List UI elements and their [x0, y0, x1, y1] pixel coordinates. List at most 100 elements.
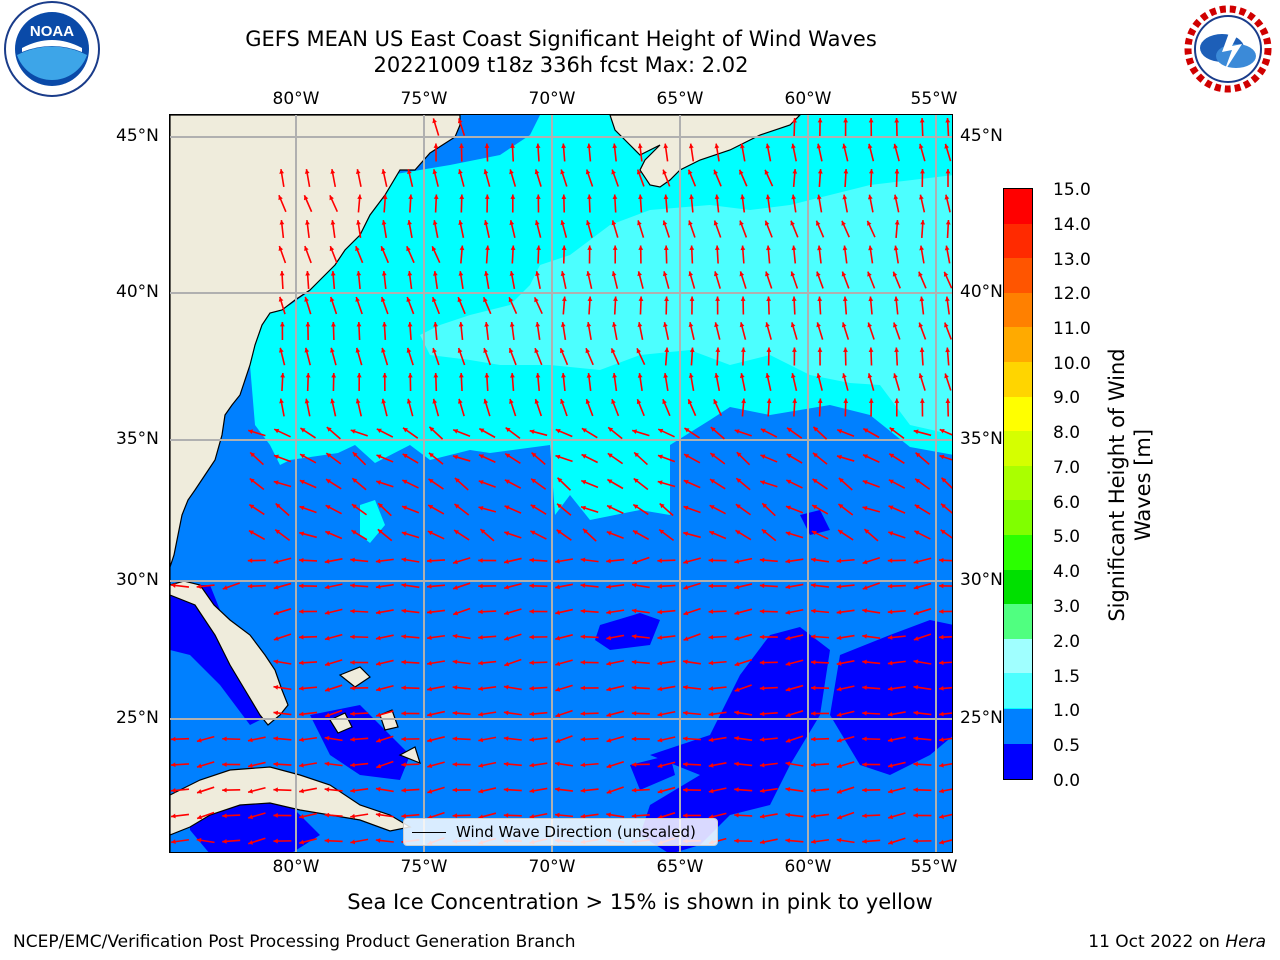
wave-direction-arrowhead — [376, 480, 382, 485]
wave-direction-arrowhead — [612, 245, 618, 250]
wave-direction-arrowhead — [787, 427, 792, 433]
wave-direction-arrowhead — [815, 220, 821, 226]
wave-direction-arrowhead — [940, 529, 946, 535]
wave-direction-arrowhead — [350, 839, 356, 845]
wave-direction-arrowhead — [222, 585, 228, 590]
wave-direction-arrowhead — [356, 220, 361, 225]
wave-direction-arrowhead — [813, 426, 819, 432]
wave-direction-arrowhead — [945, 118, 951, 123]
wave-direction-arrowhead — [171, 762, 176, 768]
wind-wave-arrows — [170, 117, 952, 845]
wave-direction-arrowhead — [427, 712, 433, 717]
wave-direction-arrowhead — [273, 684, 279, 690]
wave-direction-arrowhead — [785, 531, 791, 536]
wave-direction-arrowhead — [913, 429, 919, 435]
wave-direction-arrowhead — [759, 813, 765, 819]
lat-label-right: 35°N — [960, 429, 1003, 449]
wave-direction-arrowhead — [710, 427, 716, 432]
wave-direction-arrowhead — [734, 761, 739, 767]
wave-direction-arrowhead — [478, 609, 483, 615]
wave-direction-arrowhead — [453, 610, 459, 616]
wave-direction-arrowhead — [376, 712, 382, 718]
wave-direction-arrowhead — [556, 529, 562, 535]
wave-direction-arrowhead — [356, 271, 362, 276]
wave-direction-arrowhead — [531, 452, 537, 458]
wave-direction-arrowhead — [580, 711, 586, 717]
wave-direction-arrowhead — [376, 763, 382, 769]
wave-direction-arrowhead — [867, 373, 873, 379]
wave-direction-arrowhead — [688, 143, 694, 149]
wave-direction-arrowhead — [585, 348, 590, 354]
wave-direction-arrowhead — [325, 505, 331, 510]
lat-label-right: 40°N — [960, 282, 1003, 302]
wave-direction-arrowhead — [324, 735, 330, 741]
wave-direction-arrowhead — [555, 610, 561, 615]
wave-direction-arrowhead — [432, 220, 438, 225]
wave-direction-arrowhead — [606, 558, 611, 564]
wave-direction-arrowhead — [611, 220, 617, 226]
wave-direction-arrowhead — [273, 736, 279, 741]
chart-title: GEFS MEAN US East Coast Significant Heig… — [245, 27, 877, 51]
wave-direction-arrowhead — [273, 813, 278, 818]
wave-direction-arrowhead — [197, 789, 202, 794]
wave-direction-arrowhead — [836, 763, 842, 769]
wave-direction-arrowhead — [222, 813, 227, 819]
wave-direction-arrowhead — [708, 737, 714, 743]
wave-direction-arrowhead — [586, 143, 592, 149]
lat-label-left: 25°N — [116, 708, 159, 728]
wave-direction-arrowhead — [587, 194, 592, 199]
colorbar-segment — [1004, 223, 1032, 259]
wave-direction-arrowhead — [759, 634, 765, 640]
wave-direction-arrowhead — [504, 531, 510, 536]
wave-direction-arrowhead — [452, 787, 457, 793]
wave-direction-arrowhead — [483, 348, 488, 353]
wave-direction-arrowhead — [817, 347, 823, 352]
wave-direction-arrowhead — [458, 373, 464, 378]
wave-direction-arrowhead — [504, 479, 510, 484]
lon-label-top: 80°W — [272, 89, 320, 109]
wave-direction-arrowhead — [274, 428, 280, 434]
wave-direction-arrowhead — [275, 503, 281, 509]
wave-direction-arrowhead — [529, 429, 535, 435]
wave-direction-arrowhead — [708, 763, 714, 768]
wave-direction-arrowhead — [734, 787, 739, 793]
wave-direction-arrowhead — [688, 169, 693, 175]
colorbar-label-line2: Waves [m] — [1131, 428, 1155, 542]
wave-direction-arrowhead — [510, 373, 515, 378]
map-legend: Wind Wave Direction (unscaled) — [403, 818, 718, 846]
wave-direction-arrowhead — [713, 169, 719, 175]
wave-direction-arrowhead — [408, 194, 414, 200]
wave-direction-arrowhead — [555, 428, 561, 434]
wave-direction-arrowhead — [740, 143, 745, 149]
nws-logo-icon — [1182, 3, 1274, 95]
wave-direction-arrowhead — [792, 398, 798, 404]
footer-credit: NCEP/EMC/Verification Post Processing Pr… — [13, 932, 576, 952]
wave-direction-arrowhead — [708, 609, 714, 615]
wave-direction-arrowhead — [504, 636, 510, 641]
colorbar-tick: 12.0 — [1053, 284, 1091, 304]
wave-direction-arrowhead — [684, 454, 690, 459]
wave-direction-arrowhead — [836, 712, 842, 717]
wave-direction-arrowhead — [580, 736, 586, 742]
nova-scotia — [609, 115, 801, 188]
wave-direction-arrowhead — [529, 634, 534, 640]
lon-label-bottom: 55°W — [910, 857, 958, 877]
wave-direction-arrowhead — [683, 610, 689, 616]
wave-direction-arrowhead — [555, 454, 561, 460]
colorbar-segment — [1004, 638, 1032, 674]
wave-direction-arrowhead — [663, 194, 669, 200]
wave-direction-arrowhead — [811, 634, 816, 640]
wave-direction-arrowhead — [759, 762, 765, 768]
wave-direction-arrowhead — [350, 660, 355, 665]
wave-direction-arrowhead — [683, 761, 688, 767]
wave-direction-arrowhead — [606, 738, 612, 743]
wave-direction-arrowhead — [580, 788, 586, 793]
wave-direction-arrowhead — [664, 296, 669, 301]
wave-direction-arrowhead — [407, 373, 413, 378]
wave-direction-arrowhead — [560, 169, 565, 175]
wave-direction-arrowhead — [941, 503, 946, 509]
gridlines — [170, 115, 952, 852]
wave-direction-arrowhead — [817, 118, 823, 123]
wave-direction-arrowhead — [560, 399, 565, 404]
wave-direction-arrowhead — [356, 373, 362, 378]
